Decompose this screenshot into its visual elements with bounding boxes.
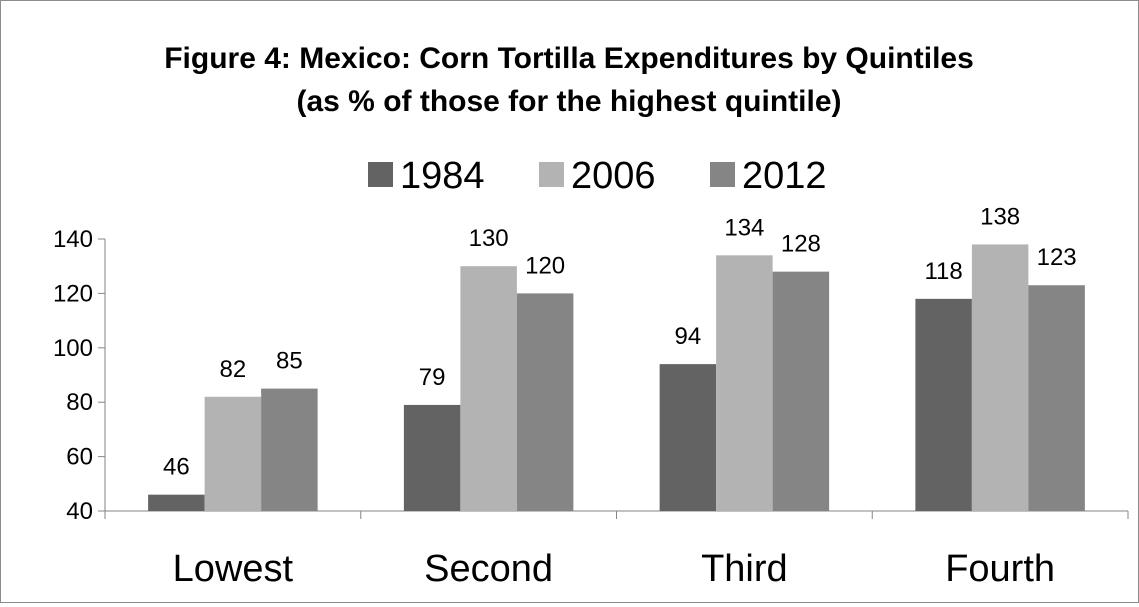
bar-2006-lowest <box>204 396 262 511</box>
legend-swatch-2012 <box>710 162 735 187</box>
bar-1984-fourth <box>915 298 972 511</box>
x-tick-label: Lowest <box>173 548 294 590</box>
data-label: 123 <box>1037 244 1077 271</box>
legend-swatch-2006 <box>539 162 564 187</box>
data-label: 82 <box>220 356 247 383</box>
data-labels: 46 79 94 118 82 130 134 138 85 120 128 123 <box>163 203 1077 480</box>
bar-2012-fourth <box>1028 285 1085 511</box>
data-label: 46 <box>163 454 190 481</box>
x-axis: Lowest Second Third Fourth <box>104 510 1129 590</box>
bar-1984-second <box>403 404 461 511</box>
chart-title: Figure 4: Mexico: Corn Tortilla Expendit… <box>164 42 974 75</box>
x-tick-label: Second <box>424 548 553 590</box>
data-label: 79 <box>419 364 446 391</box>
chart-subtitle: (as % of those for the highest quintile) <box>296 85 841 118</box>
y-tick-label: 120 <box>53 280 93 307</box>
y-tick-label: 40 <box>66 498 93 525</box>
legend-label-2012: 2012 <box>742 155 827 197</box>
legend: 1984 2006 2012 <box>368 155 827 197</box>
legend-swatch-1984 <box>368 162 393 187</box>
data-label: 120 <box>525 252 565 279</box>
data-label: 118 <box>924 258 962 285</box>
bar-1984-lowest <box>148 494 205 511</box>
bar-2012-lowest <box>261 388 318 511</box>
data-label: 128 <box>781 231 821 258</box>
data-label: 138 <box>980 203 1020 230</box>
bar-2012-second <box>516 293 574 511</box>
legend-label-2006: 2006 <box>571 155 656 197</box>
x-tick-label: Third <box>701 548 788 590</box>
bar-2006-third <box>716 255 773 511</box>
bars <box>148 244 1085 511</box>
bar-2006-second <box>460 266 517 511</box>
bar-1984-third <box>659 364 717 511</box>
y-axis: 40 60 80 100 120 140 <box>53 226 106 525</box>
y-tick-label: 140 <box>53 226 93 253</box>
bar-2012-third <box>772 271 830 511</box>
data-label: 134 <box>724 214 764 241</box>
y-tick-label: 60 <box>66 444 93 471</box>
y-tick-label: 80 <box>66 389 93 416</box>
data-label: 85 <box>276 348 303 375</box>
data-label: 94 <box>675 323 702 350</box>
y-tick-label: 100 <box>53 335 93 362</box>
bar-2006-fourth <box>971 244 1029 511</box>
legend-label-1984: 1984 <box>400 155 485 197</box>
x-tick-label: Fourth <box>945 548 1055 590</box>
data-label: 130 <box>469 225 509 252</box>
